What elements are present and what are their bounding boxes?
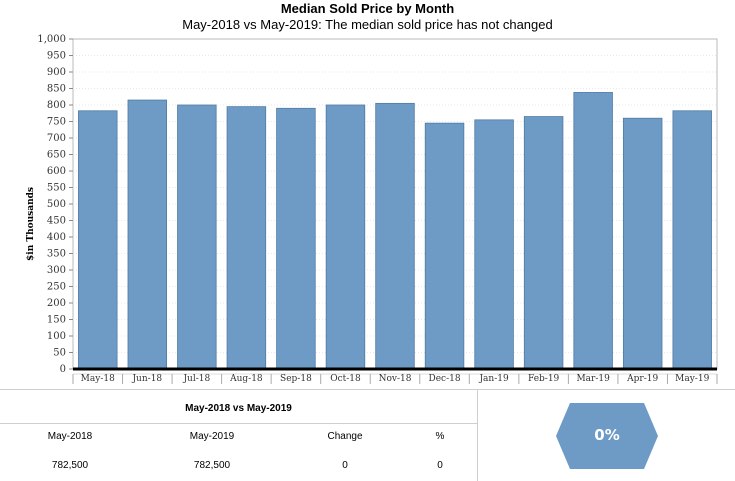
percent-change-badge: 0% — [594, 426, 620, 444]
x-tick-label: May-19 — [675, 374, 709, 384]
bar — [177, 104, 217, 370]
x-tick-label: Aug-18 — [229, 374, 263, 384]
y-tick-label: 950 — [47, 51, 66, 62]
bar — [375, 102, 415, 370]
y-tick-label: 800 — [47, 100, 66, 111]
y-tick-label: 900 — [47, 67, 66, 78]
value-may-2018: 782,500 — [51, 460, 89, 471]
chart-subtitle: May-2018 vs May-2019: The median sold pr… — [182, 17, 553, 32]
bar — [672, 110, 712, 370]
y-tick-label: 450 — [47, 216, 66, 227]
y-tick-label: 600 — [47, 166, 66, 177]
bar — [523, 116, 564, 370]
x-tick-label: Oct-18 — [330, 374, 361, 384]
bar — [424, 122, 465, 370]
y-tick-label: 50 — [53, 348, 66, 359]
y-tick-label: 1,000 — [37, 34, 66, 45]
y-tick-label: 200 — [47, 298, 66, 309]
y-tick-label: 250 — [47, 282, 66, 293]
bar — [276, 107, 316, 370]
y-tick-label: 550 — [47, 183, 66, 194]
comparison-title: May-2018 vs May-2019 — [185, 403, 292, 414]
y-tick-label: 150 — [47, 315, 66, 326]
x-tick-label: Feb-19 — [528, 374, 560, 384]
header-may-2018: May-2018 — [47, 431, 93, 442]
y-tick-label: 300 — [47, 265, 66, 276]
y-tick-label: 100 — [47, 331, 66, 342]
bar-chart: 0 50 100 150 200 250 300 350 400 450 500 550 600 650 7… — [37, 34, 718, 384]
bar — [573, 92, 613, 370]
value-percent: 0 — [437, 460, 443, 471]
value-may-2019: 782,500 — [193, 460, 231, 471]
x-tick-label: Sep-18 — [280, 374, 312, 384]
header-may-2019: May-2019 — [189, 431, 235, 442]
x-tick-label: Dec-18 — [428, 374, 460, 384]
header-change: Change — [327, 431, 363, 442]
bar — [127, 99, 168, 370]
x-tick-label: Nov-18 — [379, 374, 412, 384]
x-tick-label: Apr-19 — [626, 374, 658, 384]
double-arrow-icon — [556, 403, 658, 469]
table-header-divider — [0, 423, 477, 424]
y-tick-label: 700 — [47, 133, 66, 144]
bar — [622, 117, 663, 370]
chart-title: Median Sold Price by Month — [280, 1, 455, 16]
x-tick-label: Mar-19 — [576, 374, 610, 384]
chart-table-divider — [0, 389, 735, 390]
bar — [226, 106, 267, 370]
x-tick-label: Jan-19 — [478, 374, 509, 384]
bar — [474, 119, 514, 370]
y-tick-label: 750 — [47, 117, 66, 128]
y-tick-label: 0 — [60, 364, 66, 375]
y-tick-label: 400 — [47, 232, 66, 243]
table-badge-divider — [477, 389, 478, 481]
y-tick-label: 850 — [47, 84, 66, 95]
y-tick-label: 350 — [47, 249, 66, 260]
x-tick-label: Jul-18 — [182, 374, 210, 384]
y-tick-label: 500 — [47, 199, 66, 210]
bar — [325, 104, 366, 370]
x-tick-label: Jun-18 — [131, 374, 162, 384]
y-tick-label: 650 — [47, 150, 66, 161]
x-tick-label: May-18 — [81, 374, 115, 384]
header-percent: % — [435, 431, 445, 442]
bar — [78, 110, 118, 370]
value-change: 0 — [342, 460, 348, 471]
